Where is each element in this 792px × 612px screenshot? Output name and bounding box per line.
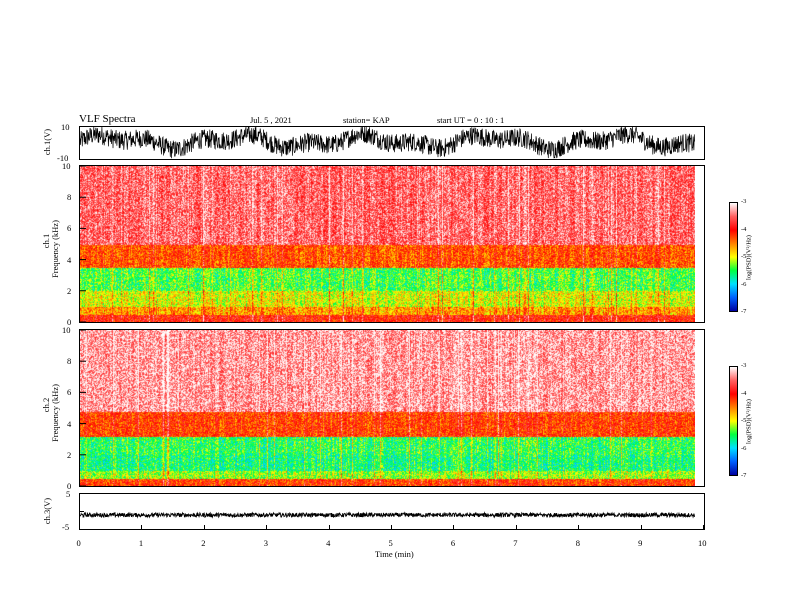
ch1-waveform-plot: [80, 127, 695, 159]
time-axis-tick-mark: [266, 525, 268, 530]
time-axis-tick-label: 8: [575, 538, 580, 548]
time-axis-tick-label: 6: [450, 538, 456, 548]
time-axis-tick-label: 9: [638, 538, 643, 548]
time-axis-label: Time (min): [375, 549, 414, 559]
ch3-waveform-plot: [80, 511, 696, 519]
ch2-spectrogram-ylabel-line2: Frequency (kHz): [50, 384, 60, 442]
ch3-ytick-top: 5: [66, 489, 71, 499]
colorbar-tick-label: -6: [741, 280, 747, 288]
ch1-waveform-line: [80, 127, 695, 159]
ch1-spectrogram-ylabel-line2: Frequency (kHz): [50, 220, 60, 278]
time-axis-tick-label: 3: [263, 538, 268, 548]
spectrogram-ytick-label: 10: [62, 325, 71, 335]
colorbar-tick-label: -3: [741, 198, 747, 205]
ch2-spectrogram-heatmap: [80, 330, 695, 486]
ch1-spectrogram-ticks: [80, 166, 86, 322]
ch1-colorbar-label: log(PSD)(V²/Hz): [745, 235, 753, 280]
ch2-colorbar: [729, 366, 738, 476]
ch2-spectrogram-ticks: [80, 330, 86, 486]
ch1-colorbar: [729, 202, 738, 312]
time-axis-tick-mark: [640, 525, 642, 530]
spectrogram-ytick-label: 2: [67, 449, 72, 460]
time-axis-tick-label: 1: [138, 538, 144, 548]
colorbar-tick-label: -4: [741, 225, 747, 233]
colorbar-tick-label: -3: [741, 362, 747, 369]
spectrogram-ytick-label: 8: [67, 192, 72, 203]
time-axis-tick-label: 5: [388, 538, 393, 548]
time-axis-tick-label: 10: [698, 538, 707, 548]
time-axis-tick-label: 2: [201, 538, 206, 548]
colorbar-tick-label: -6: [741, 444, 747, 452]
ch1-spectrogram-heatmap: [80, 166, 695, 322]
spectrogram-ytick-label: 2: [67, 285, 72, 296]
ch1-ytick-top: 10: [61, 122, 70, 132]
spectrogram-ytick-label: 0: [67, 481, 72, 491]
time-axis-tick-mark: [391, 525, 392, 530]
colorbar-tick-label: -7: [741, 308, 747, 315]
time-axis-tick-mark: [703, 525, 704, 530]
time-axis-tick-mark: [79, 525, 80, 530]
spectrogram-ytick-label: 6: [67, 223, 72, 234]
station-label: station= KAP: [343, 115, 390, 125]
time-axis-tick-label: 7: [513, 538, 518, 548]
spectrogram-ytick-label: 4: [67, 418, 72, 429]
time-axis-tick-mark: [453, 525, 455, 530]
ch3-waveform-line: [80, 511, 696, 519]
ch1-ytick-bottom: -10: [57, 153, 69, 163]
ch3-ytick-bottom: -5: [62, 522, 70, 532]
spectrogram-ytick-label: 0: [67, 317, 72, 327]
spectrogram-ytick-label: 6: [67, 387, 72, 398]
spectrogram-ytick-label: 10: [62, 161, 71, 171]
ch3-waveform-panel: [79, 493, 705, 530]
start-time-label: start UT = 0 : 10 : 1: [437, 115, 505, 125]
time-axis-tick-mark: [578, 525, 580, 530]
time-axis-tick-mark: [141, 525, 143, 530]
time-axis-tick-label: 0: [76, 538, 81, 548]
ch1-spectrogram-panel: [79, 165, 705, 323]
ch1-waveform-panel: [79, 126, 705, 160]
time-axis-tick-mark: [203, 525, 205, 530]
colorbar-tick-label: -7: [741, 472, 747, 479]
ch2-spectrogram-panel: [79, 329, 705, 487]
time-axis-tick-mark: [515, 525, 517, 530]
colorbar-tick-label: -5: [741, 417, 747, 424]
spectrogram-ytick-label: 4: [67, 254, 72, 265]
ch1-waveform-ylabel: ch.1(V): [42, 128, 52, 156]
time-axis-tick-mark: [328, 525, 330, 530]
colorbar-tick-label: -5: [741, 253, 747, 260]
ch2-colorbar-label: log(PSD)(V²/Hz): [745, 399, 753, 444]
time-axis-tick-label: 4: [326, 538, 331, 548]
spectrogram-ytick-label: 8: [67, 356, 72, 367]
ch3-waveform-ylabel: ch.3(V): [42, 497, 52, 525]
colorbar-tick-label: -4: [741, 389, 747, 397]
date-label: Jul. 5 , 2021: [250, 115, 292, 125]
figure-title: VLF Spectra: [79, 113, 136, 125]
